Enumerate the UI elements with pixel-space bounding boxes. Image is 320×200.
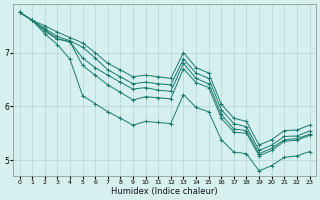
X-axis label: Humidex (Indice chaleur): Humidex (Indice chaleur) [111, 187, 218, 196]
